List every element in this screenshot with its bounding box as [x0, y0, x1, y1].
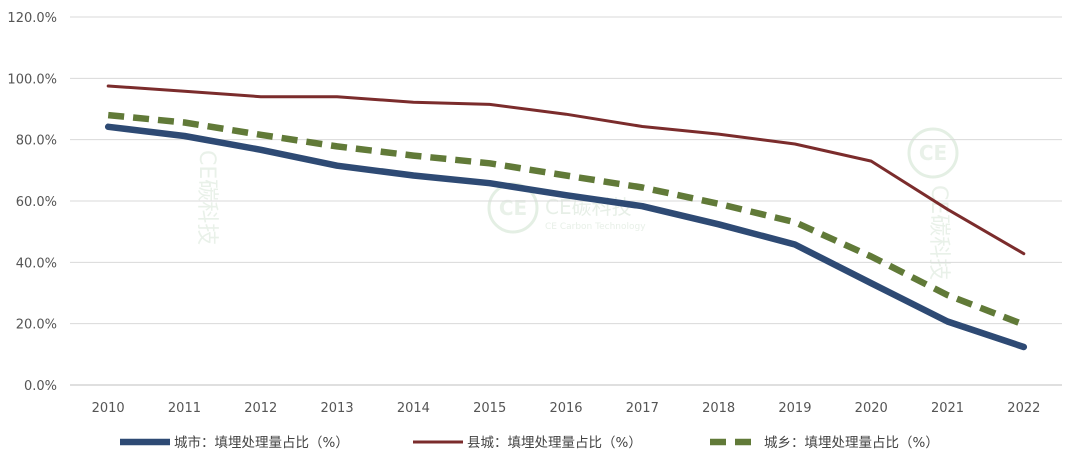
x-tick-label: 2010 — [92, 401, 125, 416]
x-tick-label: 2012 — [244, 401, 277, 416]
watermark-sub: CE Carbon Technology — [545, 222, 646, 232]
series-line-2 — [107, 111, 1025, 328]
x-tick-label: 2021 — [931, 401, 964, 416]
legend-label-0: 城市：填埋处理量占比（%） — [174, 434, 349, 451]
watermark-brand-vertical: CE碳科技 — [194, 150, 219, 245]
legend-label-1: 县城：填埋处理量占比（%） — [467, 435, 642, 451]
x-tick-label: 2019 — [778, 401, 811, 416]
x-tick-label: 2017 — [626, 401, 659, 416]
series-line-1 — [106, 84, 1026, 256]
watermark-logo-text: CE — [499, 196, 527, 220]
series-lines — [104, 84, 1028, 351]
x-tick-label: 2020 — [855, 401, 888, 416]
watermark-logo-text: CE — [919, 141, 947, 165]
legend-label-2: 城乡：填埋处理量占比（%） — [764, 435, 939, 451]
y-tick-label: 100.0% — [7, 72, 57, 87]
x-axis-ticks: 2010 2011 2012 2013 2014 2015 2016 2017 2018 2019… — [92, 401, 1041, 416]
series-line-0 — [104, 123, 1028, 351]
y-tick-label: 20.0% — [16, 318, 57, 333]
y-tick-label: 80.0% — [16, 134, 57, 149]
y-tick-label: 40.0% — [16, 256, 57, 271]
y-tick-label: 60.0% — [16, 195, 57, 210]
y-tick-label: 120.0% — [7, 11, 57, 26]
x-tick-label: 2022 — [1007, 401, 1040, 416]
x-tick-label: 2016 — [549, 401, 582, 416]
watermark-logo: CE — [907, 127, 959, 179]
y-axis-ticks: 0.0% 20.0% 40.0% 60.0% 80.0% 100.0% 120.0% — [7, 11, 57, 394]
grid-lines — [70, 16, 1062, 386]
watermark-circle — [907, 127, 959, 179]
x-tick-label: 2013 — [321, 401, 354, 416]
x-tick-label: 2011 — [168, 401, 201, 416]
x-tick-label: 2015 — [473, 401, 506, 416]
x-tick-label: 2018 — [702, 401, 735, 416]
x-tick-label: 2014 — [397, 401, 430, 416]
y-tick-label: 0.0% — [24, 379, 57, 394]
legend: 城市：填埋处理量占比（%） 县城：填埋处理量占比（%） 城乡：填埋处理量占比（%） — [120, 434, 939, 451]
